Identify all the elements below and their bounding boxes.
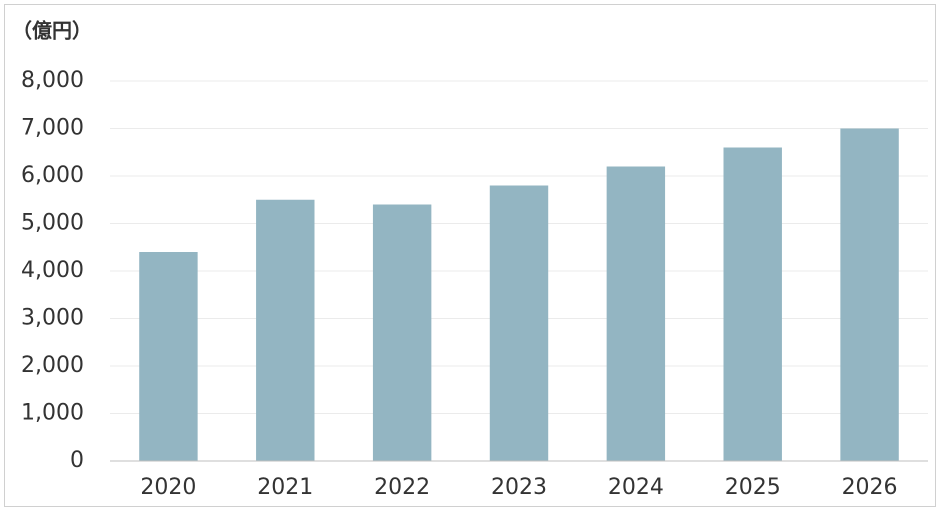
x-tick-label: 2020	[140, 475, 196, 500]
bar	[840, 128, 899, 461]
bar	[256, 199, 315, 461]
x-tick-label: 2026	[842, 475, 898, 500]
bar	[723, 147, 782, 461]
y-tick-label: 6,000	[21, 163, 84, 188]
y-tick-label: 7,000	[21, 116, 84, 141]
x-tick-label: 2025	[725, 475, 781, 500]
y-tick-label: 1,000	[21, 401, 84, 426]
y-tick-label: 2,000	[21, 353, 84, 378]
y-tick-label: 0	[70, 448, 84, 473]
x-tick-label: 2024	[608, 475, 664, 500]
x-tick-label: 2023	[491, 475, 547, 500]
y-axis-label: （億円）	[12, 19, 92, 43]
bar	[372, 204, 432, 461]
x-tick-label: 2021	[257, 475, 313, 500]
y-tick-label: 8,000	[21, 68, 84, 93]
bar	[489, 185, 549, 461]
bar	[606, 166, 666, 461]
y-tick-label: 4,000	[21, 258, 84, 283]
y-tick-label: 5,000	[21, 211, 84, 236]
x-tick-label: 2022	[374, 475, 430, 500]
y-tick-label: 3,000	[21, 306, 84, 331]
bar	[139, 252, 198, 461]
